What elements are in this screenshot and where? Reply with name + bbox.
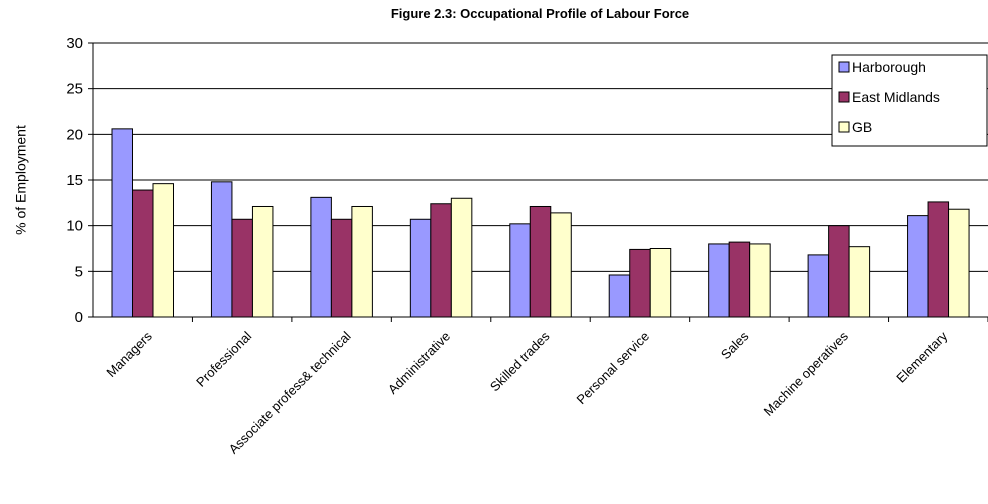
x-tick-label: Managers [103,328,155,380]
x-tick-label: Machine operatives [761,328,852,419]
bar [409,218,432,318]
bar [231,218,253,318]
bar [649,248,672,318]
bar [728,241,751,318]
bar [111,128,133,318]
legend-label: GB [852,119,872,135]
bar [708,243,730,318]
y-tick-label: 15 [66,172,83,189]
x-tick-label: Elementary [893,328,950,385]
bar [749,243,771,318]
bar [430,203,452,318]
y-axis-label: % of Employment [13,125,29,235]
bar [907,215,929,318]
y-tick-label: 10 [66,218,83,235]
bar [251,205,274,318]
legend-swatch [838,91,850,103]
bar [608,274,631,318]
bar [152,183,174,318]
y-tick-label: 25 [66,81,83,98]
y-tick-label: 0 [75,309,83,326]
x-tick-label: Administrative [385,329,453,397]
bar [450,197,473,318]
bar [509,223,531,318]
bar [927,201,950,318]
legend-label: East Midlands [852,89,940,105]
bar [807,254,830,318]
bar [948,208,970,318]
bar [629,248,651,318]
legend-label: Harborough [852,59,926,75]
bar [132,189,154,318]
legend-box [831,54,988,147]
x-tick-label: Skilled trades [487,328,553,394]
chart-title: Figure 2.3: Occupational Profile of Labo… [391,6,689,21]
y-tick-label: 20 [66,126,83,143]
y-tick-label: 30 [66,35,83,52]
x-tick-label: Sales [718,328,752,362]
bar [828,225,850,318]
bar [529,205,552,318]
bar [550,212,572,318]
bar [351,205,373,318]
y-tick-label: 5 [75,263,83,280]
bar [310,196,332,318]
legend-swatch [838,121,850,133]
x-tick-label: Personal service [573,329,652,408]
bar [848,246,871,318]
legend-swatch [838,61,850,73]
bar [210,181,233,318]
x-tick-label: Professional [193,328,254,389]
bar [330,218,353,318]
